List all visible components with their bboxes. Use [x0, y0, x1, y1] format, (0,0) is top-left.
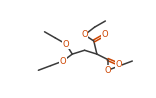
- Text: O: O: [101, 30, 108, 39]
- Text: O: O: [60, 57, 66, 66]
- Text: O: O: [63, 40, 69, 49]
- Text: O: O: [115, 60, 122, 69]
- Text: O: O: [104, 66, 111, 75]
- Text: O: O: [81, 30, 88, 39]
